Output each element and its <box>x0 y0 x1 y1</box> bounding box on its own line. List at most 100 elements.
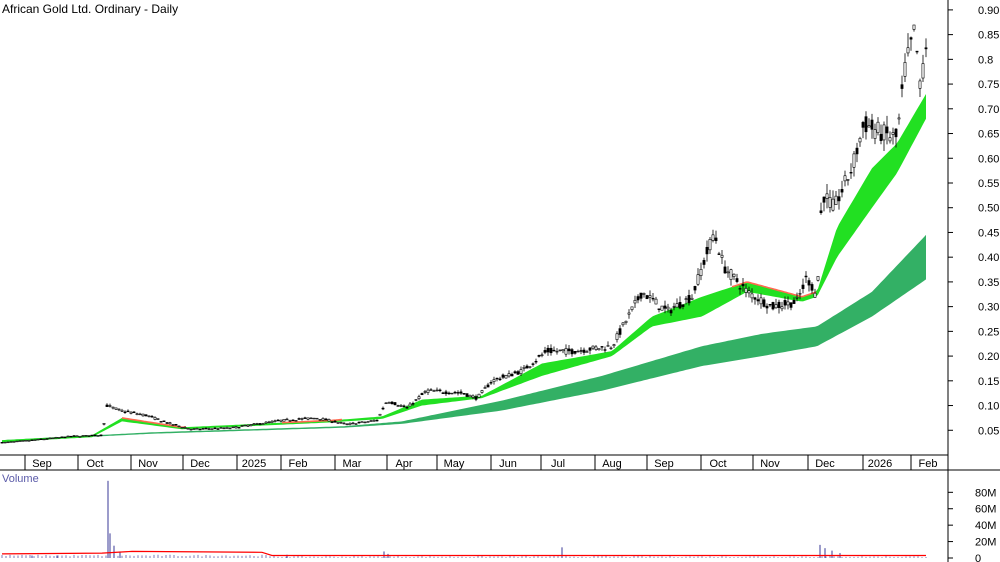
candle-body <box>735 278 739 282</box>
candle-body <box>714 237 718 242</box>
candle-body <box>66 435 70 438</box>
candle-body <box>405 407 409 409</box>
candle-body <box>246 424 250 427</box>
candle-body <box>759 297 763 305</box>
candle-body <box>282 418 286 422</box>
candle-body <box>894 128 898 138</box>
candle-body <box>753 297 757 300</box>
candle-body <box>321 418 325 421</box>
candle-body <box>867 125 871 128</box>
candle-body <box>807 280 811 286</box>
candle-body <box>822 196 826 203</box>
price-axis: 0.90 0.85 0.8 0.75 0.70 0.65 0.60 0.55 0.50 0.45 0… <box>948 5 999 437</box>
time-tick-label: Nov <box>138 458 158 470</box>
candle-body <box>588 347 592 351</box>
candle-body <box>531 363 535 365</box>
candle-body <box>216 428 220 430</box>
candle-body <box>630 306 634 310</box>
candle-body <box>150 416 154 418</box>
candle-body <box>486 384 490 388</box>
candle-body <box>858 138 862 143</box>
candle-body <box>234 426 238 429</box>
candle-body <box>672 306 676 308</box>
candle-body <box>291 419 295 422</box>
long-ribbon <box>2 234 926 442</box>
candle-body <box>750 293 754 299</box>
candle-body <box>477 393 481 398</box>
candle-body <box>636 296 640 301</box>
candle-body <box>765 305 769 309</box>
candle-body <box>279 419 283 422</box>
candle-body <box>96 435 100 437</box>
candle-body <box>900 84 904 89</box>
price-tick-label: 0.8 <box>978 54 993 66</box>
candle-body <box>855 147 859 155</box>
short-ribbon-band <box>2 94 926 443</box>
chart-title: African Gold Ltd. Ordinary - Daily <box>2 2 178 16</box>
candle-body <box>69 435 73 438</box>
candle-body <box>912 24 916 30</box>
candle-body <box>576 350 580 353</box>
time-tick-label: Apr <box>395 458 412 470</box>
candle-body <box>309 417 313 420</box>
time-tick-label: Dec <box>815 458 835 470</box>
candle-body <box>570 349 574 355</box>
candle-body <box>744 288 748 293</box>
candle-body <box>870 119 874 130</box>
candle-body <box>369 420 373 422</box>
candle-body <box>480 390 484 393</box>
candle-body <box>90 434 94 437</box>
candle-body <box>708 239 712 251</box>
candle-body <box>372 420 376 422</box>
candle-body <box>363 421 367 424</box>
candle-body <box>381 407 385 410</box>
candle-body <box>366 421 370 423</box>
candle-body <box>213 427 217 430</box>
candle-body <box>525 365 529 369</box>
candle-body <box>879 133 883 141</box>
candle-body <box>495 377 499 380</box>
candle-body <box>501 374 505 378</box>
candle-body <box>777 301 781 308</box>
candle-body <box>336 422 340 424</box>
volume-average-line <box>1 550 926 557</box>
price-tick-label: 0.90 <box>978 5 999 17</box>
candle-body <box>891 132 895 135</box>
time-tick-label: Feb <box>289 458 308 470</box>
candle-body <box>798 293 802 295</box>
candle-body <box>603 349 607 351</box>
candle-body <box>522 367 526 369</box>
candle-body <box>339 422 343 424</box>
candle-body <box>699 269 703 276</box>
candle-body <box>21 440 25 442</box>
candle-body <box>825 193 829 199</box>
candle-body <box>906 47 910 54</box>
candle-body <box>492 379 496 382</box>
candle-body <box>141 413 145 417</box>
time-tick-label: Jul <box>551 458 565 470</box>
candle-body <box>228 427 232 430</box>
candle-body <box>591 345 595 349</box>
candle-body <box>558 349 562 352</box>
candle-body <box>696 274 700 285</box>
candle-body <box>402 405 406 408</box>
candle-body <box>27 440 31 442</box>
price-tick-label: 0.10 <box>978 401 999 413</box>
candle-body <box>126 410 130 413</box>
candle-body <box>693 286 697 291</box>
candle-body <box>729 269 733 280</box>
candle-body <box>438 389 442 392</box>
time-tick-label: 2025 <box>242 458 266 470</box>
candle-body <box>498 378 502 381</box>
candle-body <box>468 394 472 398</box>
candle-body <box>681 304 685 307</box>
candle-body <box>585 351 589 353</box>
candle-body <box>465 393 469 397</box>
candle-body <box>222 427 226 430</box>
candle-body <box>549 347 553 354</box>
candle-body <box>300 418 304 420</box>
candle-body <box>384 402 388 405</box>
volume-bars <box>1 480 927 558</box>
candle-body <box>435 389 439 392</box>
candle-body <box>399 405 403 407</box>
